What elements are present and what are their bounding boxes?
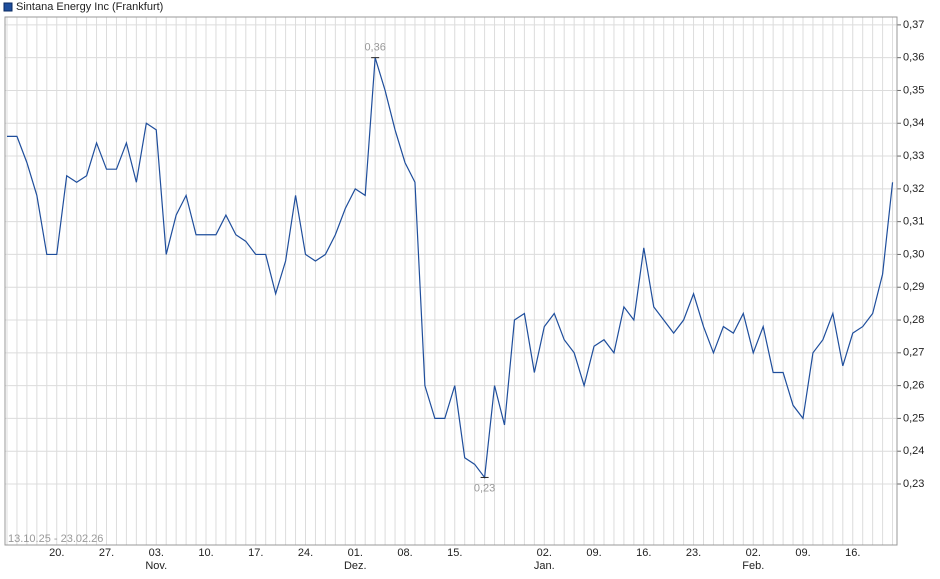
legend-swatch [3, 2, 13, 12]
y-tick-label: 0,35 [903, 84, 924, 96]
y-tick-label: 0,27 [903, 347, 924, 359]
legend-label: Sintana Energy Inc (Frankfurt) [16, 1, 163, 13]
x-tick-label: 15. [447, 547, 462, 559]
x-tick-label: 24. [298, 547, 313, 559]
y-tick-label: 0,30 [903, 248, 924, 260]
x-tick-label: 03. [149, 547, 164, 559]
y-tick-label: 0,24 [903, 445, 924, 457]
y-tick-label: 0,31 [903, 216, 924, 228]
x-tick-label: 27. [99, 547, 114, 559]
plot [5, 17, 897, 545]
y-tick-label: 0,28 [903, 314, 924, 326]
y-tick-label: 0,23 [903, 478, 924, 490]
date-range: 13.10.25 - 23.02.26 [8, 533, 103, 545]
x-tick-label: 08. [397, 547, 412, 559]
y-tick-label: 0,29 [903, 281, 924, 293]
x-tick-label: 20. [49, 547, 64, 559]
x-tick-label: 02. [746, 547, 761, 559]
x-tick-label: 09. [795, 547, 810, 559]
y-tick-label: 0,37 [903, 19, 924, 31]
y-tick-label: 0,25 [903, 412, 924, 424]
annotation: 0,23 [474, 482, 495, 494]
x-tick-label: 09. [586, 547, 601, 559]
price-line [7, 57, 894, 480]
month-label: Feb. [742, 560, 764, 572]
month-label: Jan. [534, 560, 555, 572]
month-label: Nov. [145, 560, 167, 572]
x-tick-label: 16. [636, 547, 651, 559]
x-tick-label: 02. [537, 547, 552, 559]
y-tick-label: 0,26 [903, 380, 924, 392]
y-tick-label: 0,34 [903, 117, 924, 129]
x-tick-label: 17. [248, 547, 263, 559]
annotation: 0,36 [364, 42, 385, 54]
x-tick-label: 10. [198, 547, 213, 559]
y-tick-label: 0,36 [903, 52, 924, 64]
x-tick-label: 01. [348, 547, 363, 559]
month-label: Dez. [344, 560, 367, 572]
x-tick-label: 16. [845, 547, 860, 559]
y-tick-label: 0,32 [903, 183, 924, 195]
plot-frame [4, 16, 898, 546]
y-tick-label: 0,33 [903, 150, 924, 162]
x-tick-label: 23. [686, 547, 701, 559]
